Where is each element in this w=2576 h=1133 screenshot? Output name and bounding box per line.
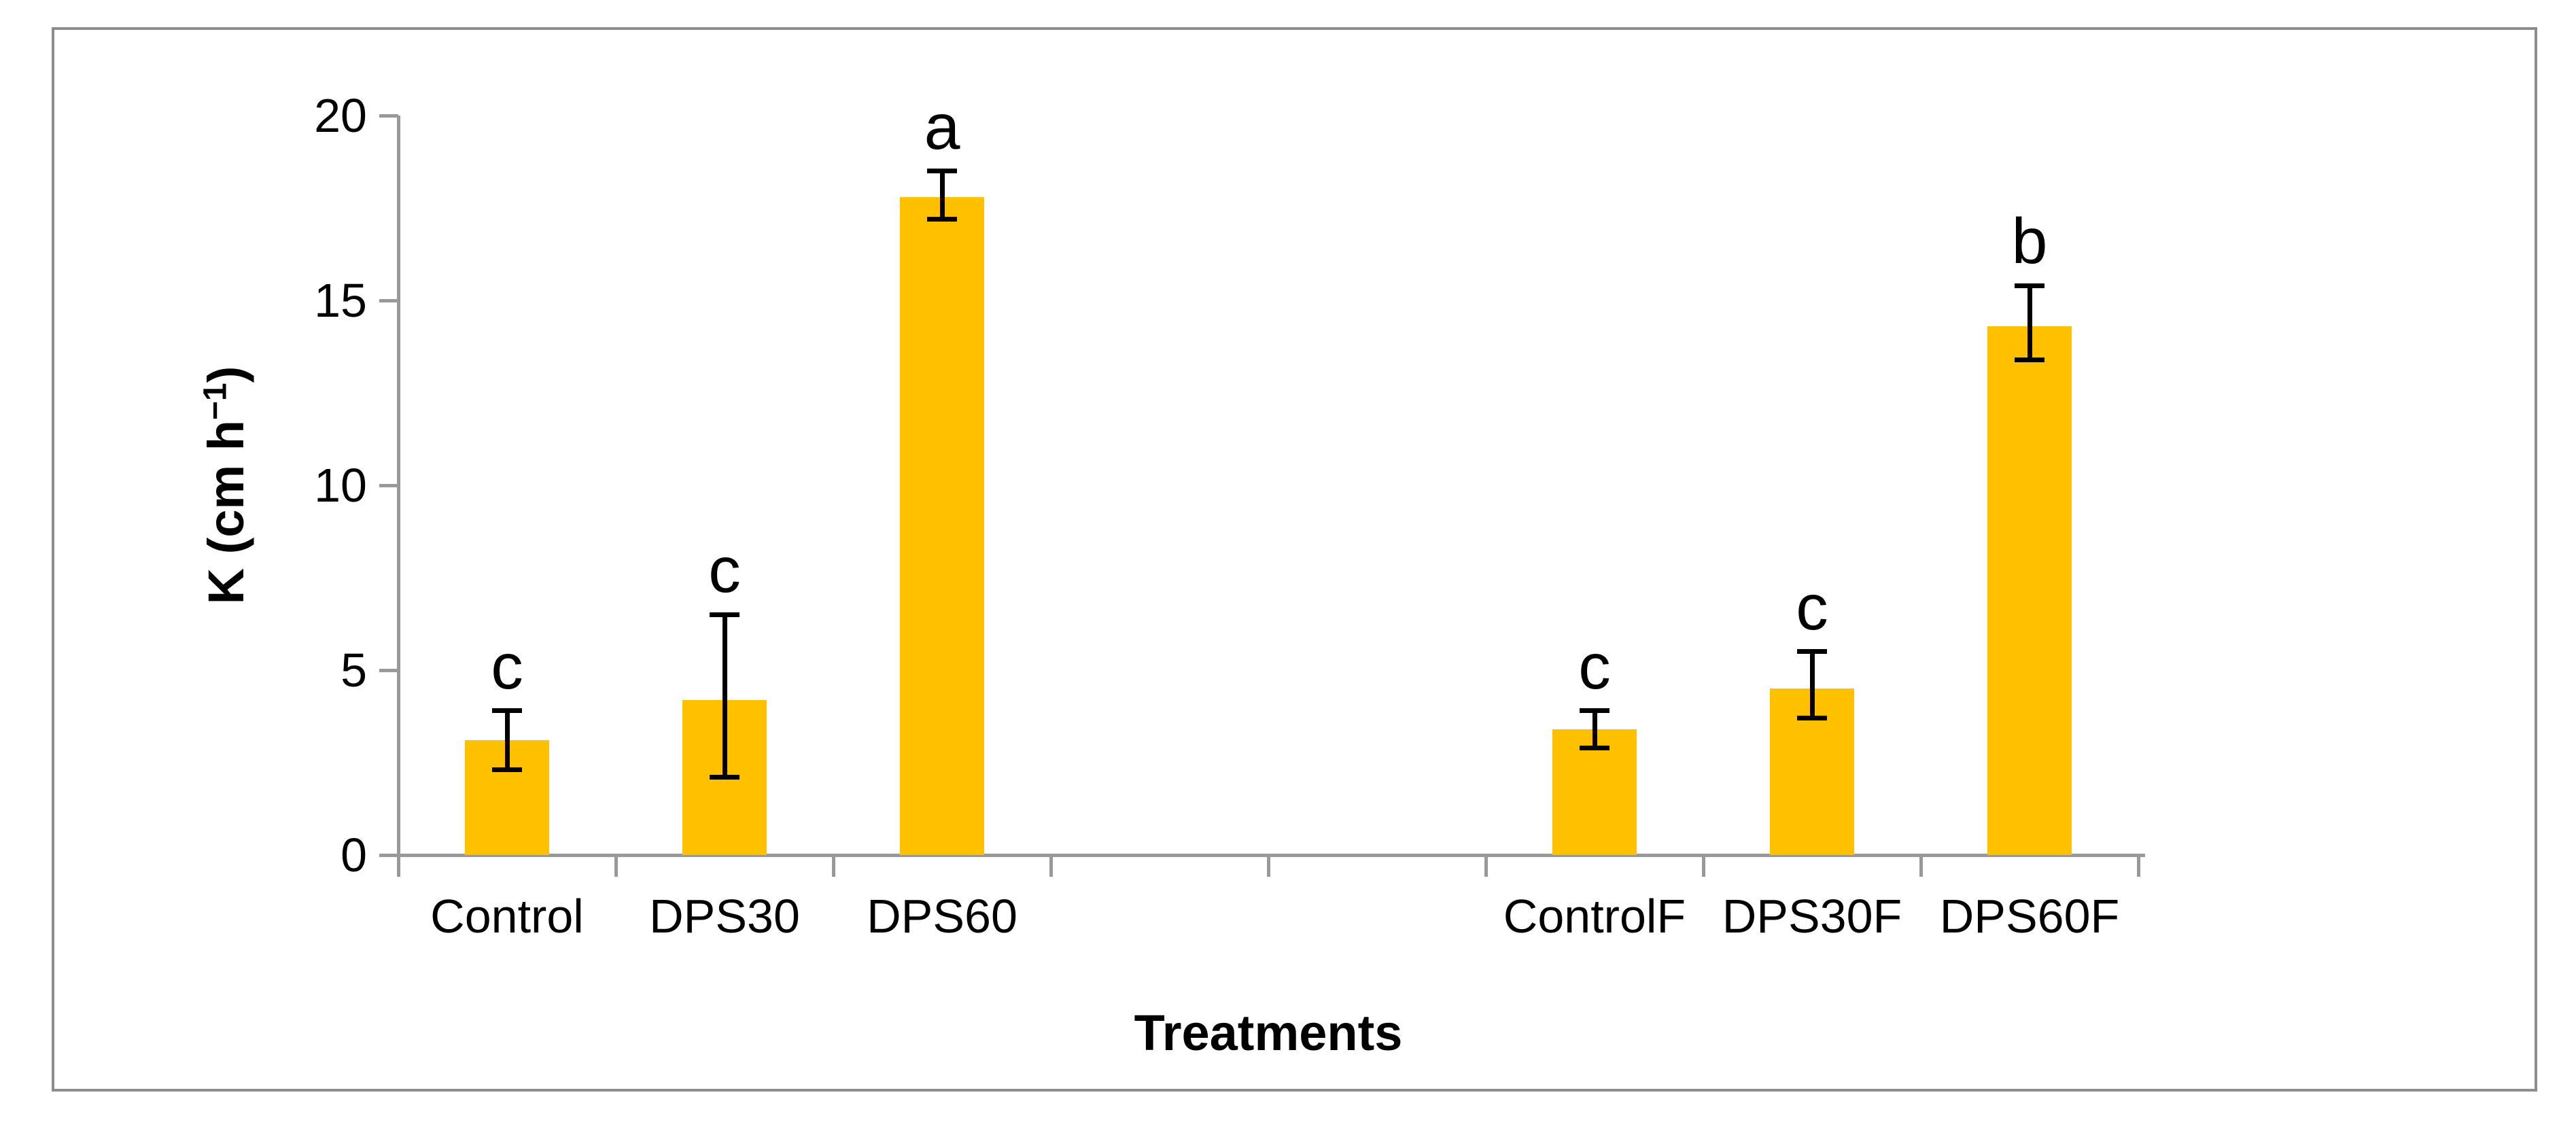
y-axis-title-post: ) [198,366,254,383]
x-category-label: Control [430,890,584,943]
error-bar-cap-top [710,612,739,617]
y-tick-label: 10 [314,459,367,512]
y-tick-label: 0 [341,829,367,882]
error-bar-cap-top [492,708,522,714]
x-tick [1701,855,1705,877]
sig-letter: c [1796,571,1828,644]
error-bar-cap-top [2015,283,2044,288]
error-bar-cap-top [1797,649,1827,655]
y-tick-label: 5 [341,644,367,697]
y-axis-line [396,116,400,877]
x-tick [831,855,835,877]
error-bar-cap-bottom [492,767,522,773]
x-tick [1919,855,1923,877]
error-bar [2027,285,2032,360]
y-tick-label: 20 [314,89,367,142]
y-tick [379,298,398,302]
error-bar [504,710,510,770]
error-bar [1809,651,1815,718]
error-bar-cap-bottom [927,216,957,222]
error-bar-cap-bottom [710,775,739,780]
y-tick [379,668,398,672]
y-tick-label: 15 [314,274,367,327]
x-category-label: DPS30 [649,890,800,943]
y-tick [379,114,398,118]
bar [1552,729,1637,855]
x-tick [1266,855,1270,877]
x-category-label: DPS60 [867,890,1017,943]
x-axis-title: Treatments [1134,1005,1403,1061]
error-bar-cap-bottom [2015,357,2044,362]
error-bar-cap-bottom [1580,745,1609,750]
x-tick [396,855,400,877]
y-axis-title: K (cm h−1) [192,213,260,757]
x-axis-line [379,853,2145,857]
x-tick [614,855,618,877]
x-tick [1484,855,1488,877]
error-bar [1592,710,1597,748]
sig-letter: c [491,630,523,703]
y-tick [379,853,398,857]
y-axis-title-pre: K (cm h [198,420,254,605]
error-bar-cap-top [927,169,957,174]
x-tick [1049,855,1053,877]
bar [1987,326,2072,855]
error-bar-cap-top [1580,708,1609,714]
error-bar [722,614,727,778]
bar [900,196,984,855]
x-category-label: DPS30F [1722,890,1902,943]
sig-letter: b [2011,205,2048,278]
x-tick [2136,855,2140,877]
sig-letter: c [708,534,741,607]
y-axis-title-superscript: −1 [197,383,234,421]
error-bar-cap-bottom [1797,716,1827,721]
sig-letter: c [1578,630,1611,703]
x-category-label: ControlF [1503,890,1686,943]
y-tick [379,483,398,487]
sig-letter: a [924,90,960,163]
chart-frame [52,27,2537,1092]
error-bar [939,171,945,220]
x-category-label: DPS60F [1939,890,2120,943]
